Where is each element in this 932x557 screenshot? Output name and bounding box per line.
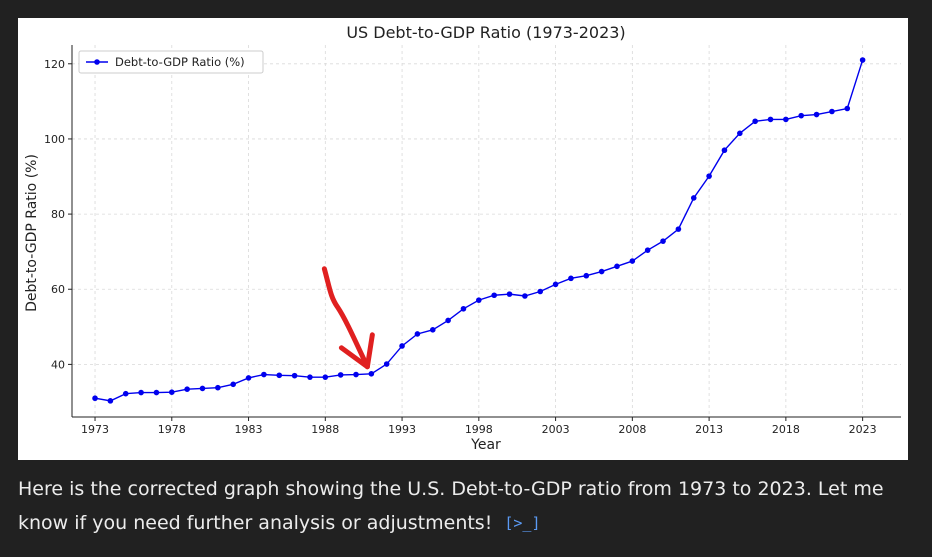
data-point — [184, 386, 190, 392]
data-point — [261, 371, 267, 378]
data-point — [337, 372, 344, 378]
data-point — [276, 372, 283, 379]
data-point — [783, 116, 789, 123]
x-tick-label: 1978 — [158, 423, 186, 436]
data-point — [291, 372, 298, 379]
y-tick-label: 100 — [44, 133, 65, 146]
data-point — [153, 389, 160, 396]
annotation-arrow-shaft — [321, 266, 370, 370]
data-point — [414, 331, 421, 337]
data-point — [368, 370, 375, 377]
line-chart: 1973 1978 1983 1988 1993 1998 2003 2008 2013 2018… — [24, 23, 901, 453]
data-point — [706, 173, 712, 179]
data-point — [767, 116, 774, 123]
chart-title: US Debt-to-GDP Ratio (1973-2023) — [346, 23, 625, 42]
x-tick-label: 1998 — [465, 423, 493, 436]
legend-entry-label: Debt-to-GDP Ratio (%) — [115, 55, 245, 69]
x-tick-label: 2018 — [772, 423, 800, 436]
x-tick-label: 1973 — [81, 423, 109, 436]
data-point — [798, 112, 805, 119]
y-axis-label: Debt-to-GDP Ratio (%) — [24, 154, 40, 312]
data-point — [844, 105, 851, 112]
x-tick-label: 1983 — [235, 423, 263, 436]
data-point — [122, 390, 129, 397]
response-caption: Here is the corrected graph showing the … — [18, 472, 908, 540]
data-point — [506, 291, 513, 297]
data-point — [829, 108, 835, 115]
data-point — [215, 384, 221, 391]
data-point — [138, 389, 144, 396]
series-layer — [92, 57, 866, 404]
caption-text: Here is the corrected graph showing the … — [18, 478, 884, 534]
x-tick-label: 2003 — [542, 423, 570, 436]
data-point — [429, 327, 436, 333]
y-tick-label: 120 — [44, 58, 65, 71]
data-point — [92, 395, 98, 402]
data-point — [813, 111, 820, 118]
data-point — [445, 317, 451, 324]
x-tick-label: 2008 — [618, 423, 646, 436]
legend-box — [78, 50, 264, 74]
data-point — [199, 385, 206, 392]
legend-marker-swatch — [94, 59, 100, 65]
data-point — [675, 226, 682, 232]
data-point — [644, 247, 651, 253]
x-tick-label: 1988 — [311, 423, 339, 436]
data-point — [322, 374, 329, 380]
data-point — [614, 263, 620, 270]
grid-layer — [72, 45, 901, 417]
x-tick-label: 2023 — [849, 423, 877, 436]
data-point — [460, 305, 467, 312]
annotation-arrow-head — [338, 332, 375, 370]
annotation-layer — [321, 266, 375, 370]
data-point — [721, 147, 728, 154]
data-point — [168, 389, 175, 396]
data-point — [568, 275, 574, 282]
data-point — [629, 258, 636, 264]
data-point — [598, 268, 605, 275]
x-tick-label: 2013 — [695, 423, 723, 436]
data-point — [537, 288, 544, 295]
data-point — [476, 297, 482, 303]
data-point — [307, 374, 313, 380]
chart-panel: 1973 1978 1983 1988 1993 1998 2003 2008 2013 2018… — [18, 18, 908, 460]
data-point — [353, 371, 359, 378]
data-point — [491, 292, 497, 299]
data-point — [583, 272, 590, 279]
data-point — [552, 281, 559, 288]
legend-layer: Debt-to-GDP Ratio (%) — [78, 50, 264, 74]
data-point — [383, 361, 390, 367]
data-point — [660, 238, 666, 244]
data-point — [859, 57, 866, 63]
axes-layer: 1973 1978 1983 1988 1993 1998 2003 2008 2013 2018… — [44, 45, 901, 436]
y-tick-label: 60 — [51, 283, 65, 296]
code-expand-icon[interactable]: [>_] — [504, 514, 541, 532]
y-tick-label: 80 — [51, 208, 65, 221]
data-point — [230, 381, 236, 388]
x-tick-label: 1993 — [388, 423, 416, 436]
data-point — [245, 375, 252, 381]
x-axis-label: Year — [470, 437, 501, 453]
data-point — [752, 118, 758, 125]
data-point — [690, 195, 697, 201]
data-point — [399, 343, 405, 349]
data-point — [522, 293, 528, 299]
data-point — [107, 398, 114, 404]
y-tick-label: 40 — [51, 358, 65, 371]
data-point — [737, 130, 743, 137]
